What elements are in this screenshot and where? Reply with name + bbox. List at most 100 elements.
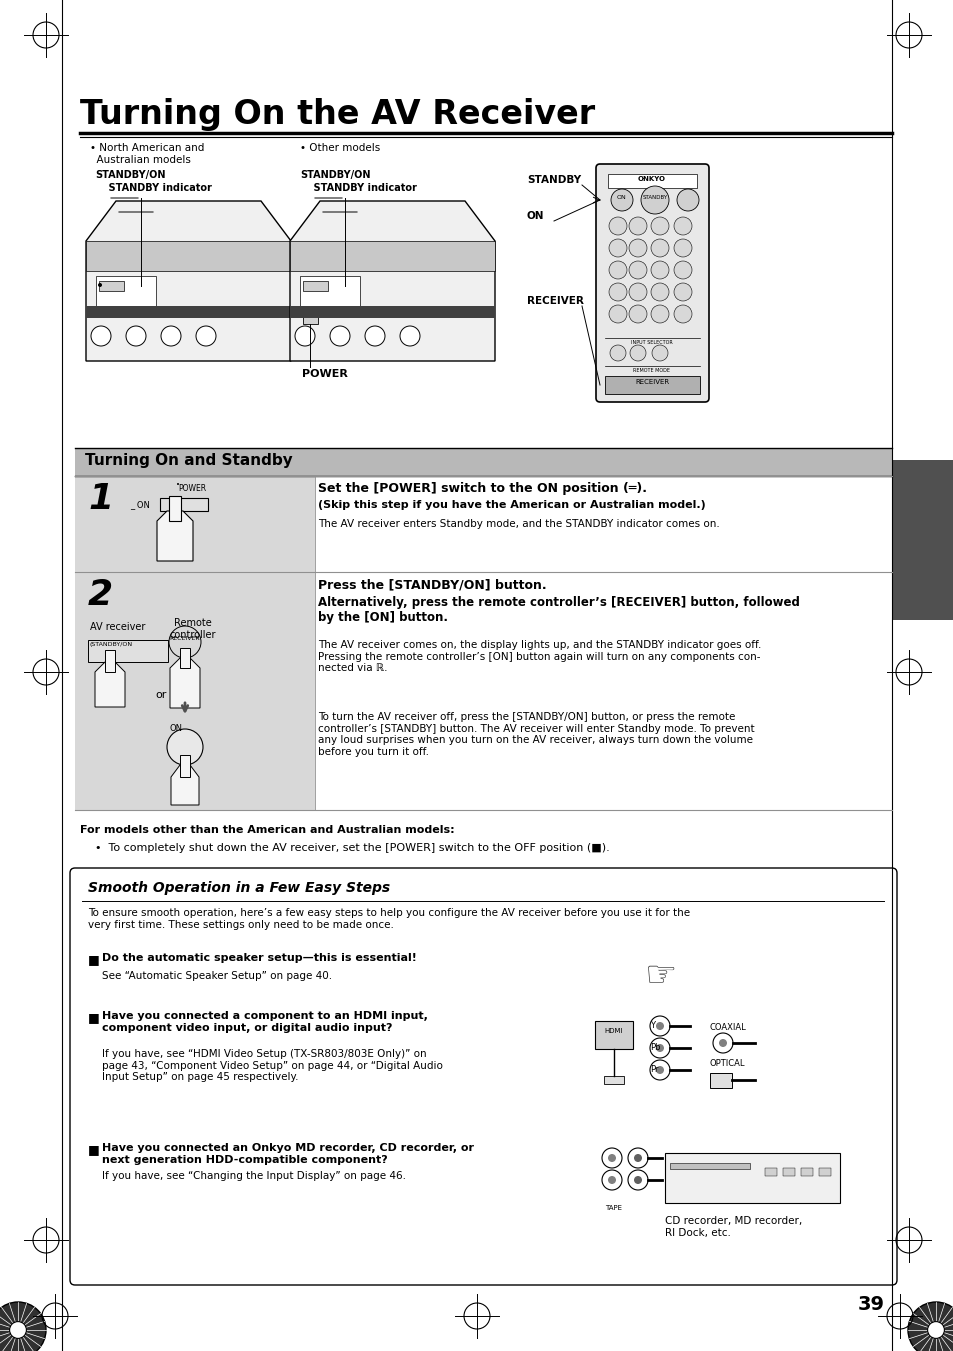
Text: For models other than the American and Australian models:: For models other than the American and A… (80, 825, 455, 835)
Circle shape (169, 626, 201, 658)
Bar (603, 1075, 623, 1084)
Bar (818, 1169, 830, 1175)
Polygon shape (180, 755, 190, 777)
Text: RECEIVER: RECEIVER (170, 636, 200, 640)
Circle shape (650, 239, 668, 257)
Polygon shape (169, 496, 181, 521)
Circle shape (294, 326, 314, 346)
Text: POWER: POWER (178, 484, 206, 493)
Circle shape (365, 326, 385, 346)
Bar (96, 276, 156, 316)
Circle shape (608, 282, 626, 301)
Text: ON: ON (617, 195, 626, 200)
Text: If you have, see “Changing the Input Display” on page 46.: If you have, see “Changing the Input Dis… (102, 1171, 406, 1181)
Polygon shape (170, 658, 200, 708)
Text: STANDBY indicator: STANDBY indicator (299, 182, 416, 193)
Polygon shape (95, 662, 125, 707)
Circle shape (712, 1034, 732, 1052)
Circle shape (649, 1061, 669, 1079)
Text: Alternatively, press the remote controller’s [RECEIVER] button, followed
by the : Alternatively, press the remote controll… (317, 596, 799, 624)
Text: Remote
controller: Remote controller (170, 617, 216, 639)
Polygon shape (290, 201, 495, 361)
Circle shape (628, 218, 646, 235)
Circle shape (650, 305, 668, 323)
Text: ON: ON (526, 211, 544, 222)
Text: _ ON: _ ON (130, 500, 150, 509)
Text: Set the [POWER] switch to the ON position (═).: Set the [POWER] switch to the ON positio… (317, 482, 646, 494)
Text: The AV receiver enters Standby mode, and the STANDBY indicator comes on.: The AV receiver enters Standby mode, and… (317, 519, 719, 530)
Text: or: or (154, 690, 166, 700)
Bar (891, 459, 953, 620)
Circle shape (628, 305, 646, 323)
Circle shape (91, 326, 111, 346)
Circle shape (651, 345, 667, 361)
Circle shape (0, 1302, 46, 1351)
Circle shape (607, 1154, 616, 1162)
Circle shape (607, 1175, 616, 1183)
Text: RECEIVER: RECEIVER (635, 380, 668, 385)
Bar (709, 1073, 731, 1088)
Bar (782, 1169, 794, 1175)
Polygon shape (86, 201, 291, 361)
Text: TAPE: TAPE (604, 1205, 621, 1210)
Bar (75, 571, 314, 811)
Bar (75, 476, 314, 571)
Text: Do the automatic speaker setup—this is essential!: Do the automatic speaker setup—this is e… (102, 952, 416, 963)
Circle shape (161, 326, 181, 346)
Bar (86, 305, 291, 317)
Circle shape (126, 326, 146, 346)
Circle shape (628, 239, 646, 257)
Text: 2: 2 (88, 578, 113, 612)
Circle shape (330, 326, 350, 346)
Text: STANDBY: STANDBY (641, 195, 667, 200)
Text: Smooth Operation in a Few Easy Steps: Smooth Operation in a Few Easy Steps (88, 881, 390, 894)
Circle shape (640, 186, 668, 213)
Circle shape (167, 730, 203, 765)
Circle shape (608, 239, 626, 257)
Text: 39: 39 (857, 1296, 884, 1315)
Polygon shape (105, 650, 115, 671)
Bar (764, 1169, 776, 1175)
Circle shape (629, 345, 645, 361)
Text: STANDBY/ON: STANDBY/ON (299, 170, 370, 180)
Text: COAXIAL: COAXIAL (709, 1023, 746, 1032)
Text: CD recorder, MD recorder,
RI Dock, etc.: CD recorder, MD recorder, RI Dock, etc. (664, 1216, 801, 1238)
Text: REMOTE MODE: REMOTE MODE (633, 367, 670, 373)
Circle shape (673, 305, 691, 323)
Text: Pb: Pb (649, 1043, 659, 1052)
Circle shape (10, 1321, 27, 1339)
Bar (290, 305, 495, 317)
Bar (160, 499, 208, 511)
Circle shape (926, 1321, 943, 1339)
Circle shape (673, 218, 691, 235)
Circle shape (399, 326, 419, 346)
Circle shape (627, 1170, 647, 1190)
Bar (299, 276, 359, 316)
Bar (75, 449, 891, 476)
Text: • North American and
  Australian models: • North American and Australian models (90, 143, 204, 165)
Circle shape (609, 345, 625, 361)
Text: Turning On the AV Receiver: Turning On the AV Receiver (80, 99, 595, 131)
Bar (801, 1169, 812, 1175)
Text: If you have, see “HDMI Video Setup (TX-SR803/803E Only)” on
page 43, “Component : If you have, see “HDMI Video Setup (TX-S… (102, 1048, 442, 1082)
Text: ■: ■ (88, 1143, 100, 1156)
Text: (STANDBY/ON: (STANDBY/ON (90, 642, 133, 647)
Circle shape (628, 261, 646, 280)
Circle shape (628, 282, 646, 301)
Text: Have you connected an Onkyo MD recorder, CD recorder, or
next generation HDD-com: Have you connected an Onkyo MD recorder,… (102, 1143, 474, 1165)
Circle shape (650, 282, 668, 301)
Text: OPTICAL: OPTICAL (709, 1059, 744, 1069)
FancyBboxPatch shape (596, 163, 708, 403)
Circle shape (601, 1148, 621, 1169)
Bar (604, 376, 700, 394)
Circle shape (610, 189, 633, 211)
Text: INPUT SELECTOR: INPUT SELECTOR (631, 340, 672, 345)
Circle shape (673, 239, 691, 257)
Circle shape (601, 1170, 621, 1190)
Text: ON: ON (170, 724, 183, 734)
Circle shape (634, 1154, 641, 1162)
Bar (290, 240, 495, 272)
Text: ■: ■ (88, 1011, 100, 1024)
Circle shape (608, 261, 626, 280)
Bar (669, 1163, 749, 1169)
